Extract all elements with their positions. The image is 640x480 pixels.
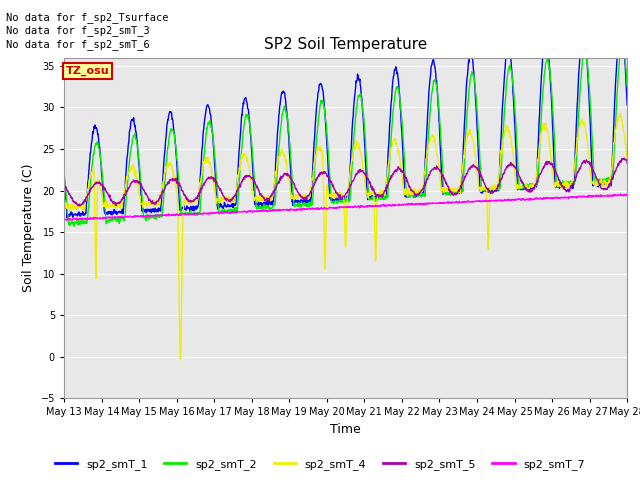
Text: TZ_osu: TZ_osu — [66, 66, 109, 76]
Text: No data for f_sp2_Tsurface: No data for f_sp2_Tsurface — [6, 12, 169, 23]
Y-axis label: Soil Temperature (C): Soil Temperature (C) — [22, 164, 35, 292]
Title: SP2 Soil Temperature: SP2 Soil Temperature — [264, 37, 428, 52]
Text: No data for f_sp2_smT_3: No data for f_sp2_smT_3 — [6, 25, 150, 36]
X-axis label: Time: Time — [330, 423, 361, 436]
Text: No data for f_sp2_smT_6: No data for f_sp2_smT_6 — [6, 39, 150, 50]
Legend: sp2_smT_1, sp2_smT_2, sp2_smT_4, sp2_smT_5, sp2_smT_7: sp2_smT_1, sp2_smT_2, sp2_smT_4, sp2_smT… — [51, 455, 589, 474]
